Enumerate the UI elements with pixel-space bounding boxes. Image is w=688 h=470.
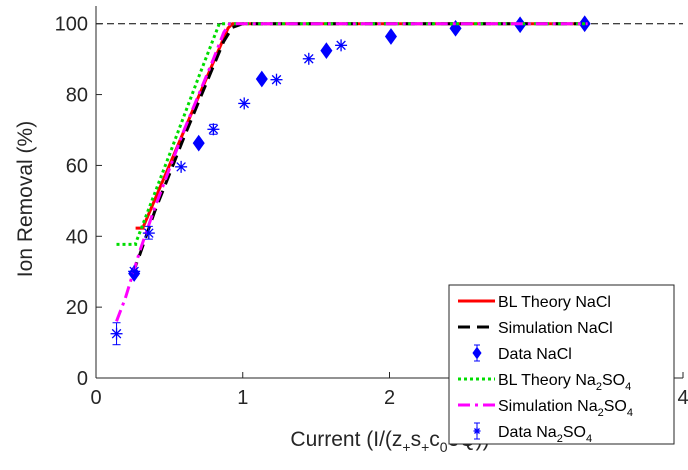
legend-label-simulation-nacl: Simulation NaCl [498,320,613,337]
asterisk-stroke [239,98,249,109]
series-line [131,22,588,275]
legend-text-sub: 2 [598,407,604,419]
data-point [128,265,141,278]
asterisk-stroke [176,162,186,172]
asterisk-stroke [144,228,154,238]
asterisk-stroke [129,266,139,277]
legend-text-part: Simulation Na [498,398,598,415]
y-tick-label: 80 [66,85,88,107]
x-tick-label: 1 [237,387,248,409]
legend-text-part: SO [563,424,586,441]
data-point [192,134,205,152]
y-tick-label: 0 [77,368,88,390]
legend: BL Theory NaCl Simulation NaCl Data NaCl… [448,284,675,445]
series-line [116,22,588,246]
data-point [335,39,348,52]
series-layer [110,15,591,346]
legend-text-sub: 4 [627,407,633,419]
x-axis-label-sub: 0 [440,439,448,455]
y-tick-label: 100 [55,14,88,36]
series-5 [110,39,348,346]
asterisk-stroke [271,74,282,85]
legend-box [448,284,675,445]
data-point [175,160,188,173]
legend-text-part: SO [604,398,627,415]
x-axis-label-part: c [429,428,440,451]
asterisk-stroke [474,428,480,434]
data-point [110,327,123,340]
legend-sample-marker [472,346,482,360]
asterisk-stroke [336,40,346,51]
legend-text-part: SO [602,372,625,389]
legend-sample-marker [473,427,481,435]
legend-label-bl-theory-na2so4: BL Theory Na2SO4 [498,372,631,393]
series-3 [116,22,588,246]
asterisk-stroke [111,328,122,339]
data-point [384,28,397,45]
legend-text-sub: 2 [596,381,602,393]
legend-text-sub: 4 [625,381,631,393]
x-tick-label: 0 [90,387,101,409]
legend-label-data-na2so4: Data Na2SO4 [498,424,592,445]
y-tick-label: 40 [66,226,88,248]
x-axis-label-sub: + [421,439,429,455]
y-tick-label: 20 [66,297,88,319]
x-axis-label-part: Current (I/(z [290,428,402,451]
data-point [142,227,155,240]
y-axis-label: Ion Removal (%) [14,121,37,277]
asterisk-stroke [208,124,219,135]
legend-label-data-nacl: Data NaCl [498,346,572,363]
legend-label-simulation-na2so4: Simulation Na2SO4 [498,398,633,419]
legend-text-sub: 4 [586,433,592,445]
x-axis-label-part: s [411,428,422,451]
x-axis-label-sub: + [402,439,410,455]
legend-text-part: BL Theory Na [498,372,596,389]
x-tick-label: 4 [677,387,688,409]
legend-samples [458,299,495,440]
series-1 [131,22,588,275]
series-line [115,22,588,322]
data-point [302,52,315,65]
data-point [270,73,283,86]
asterisk-stroke [304,54,314,64]
data-point [238,97,251,110]
legend-text-sub: 2 [557,433,563,445]
data-point [207,123,220,136]
y-tick-label: 60 [66,155,88,177]
legend-text-part: Data Na [498,424,557,441]
series-4 [115,22,588,322]
x-tick-label: 2 [384,387,395,409]
data-point [320,42,333,59]
legend-label-bl-theory-nacl: BL Theory NaCl [498,294,611,311]
data-point [255,70,268,88]
